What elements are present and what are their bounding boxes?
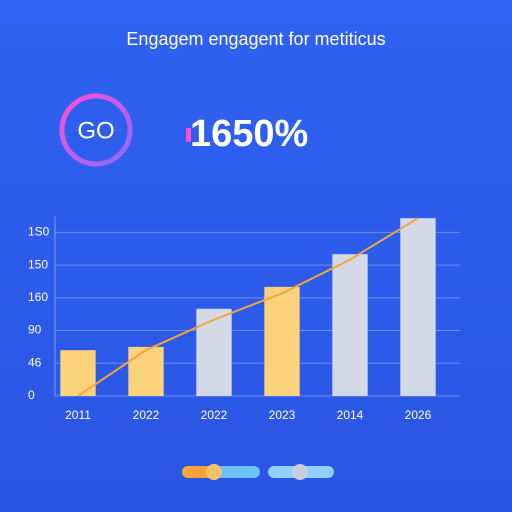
y-tick-label: 90 — [28, 323, 42, 337]
y-tick-label: 1S0 — [28, 225, 50, 239]
chart-title: Engagem engagent for metiticus — [126, 29, 385, 49]
ring-icon — [59, 93, 133, 167]
trend-line — [77, 217, 419, 397]
ring-text: GO — [77, 117, 114, 144]
y-tick-label: 0 — [28, 388, 35, 402]
bar — [400, 218, 436, 396]
kpi-value: 1650% — [190, 113, 308, 155]
bar — [264, 286, 300, 396]
bar — [332, 254, 368, 396]
sliders[interactable] — [182, 464, 334, 480]
x-tick-label: 2022 — [201, 408, 228, 422]
y-tick-label: 46 — [28, 355, 42, 369]
x-tick-label: 2023 — [269, 408, 296, 422]
slider-knob[interactable] — [206, 464, 222, 480]
y-tick-label: 150 — [28, 257, 48, 271]
bar — [60, 350, 96, 396]
bar — [196, 308, 232, 396]
x-tick-label: 2011 — [65, 408, 91, 422]
slider-knob[interactable] — [292, 464, 308, 480]
bar — [128, 346, 164, 396]
y-tick-label: 160 — [28, 290, 48, 304]
kpi-marker — [186, 128, 191, 142]
x-tick-label: 2022 — [133, 408, 160, 422]
x-tick-label: 2014 — [337, 408, 364, 422]
x-tick-label: 2026 — [405, 408, 432, 422]
